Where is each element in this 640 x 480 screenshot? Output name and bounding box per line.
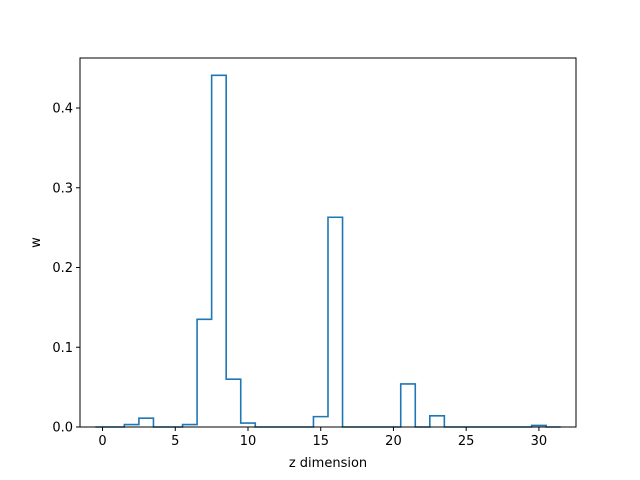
x-tick-label: 15 xyxy=(312,434,329,449)
x-tick-label: 10 xyxy=(240,434,257,449)
y-axis-ticks: 0.0 0.1 0.2 0.3 0.4 xyxy=(52,102,80,436)
x-tick-label: 5 xyxy=(171,434,179,449)
x-tick-label: 20 xyxy=(385,434,402,449)
x-tick-label: 30 xyxy=(531,434,548,449)
y-tick-label: 0.1 xyxy=(52,341,73,356)
x-axis-ticks: 0 5 10 15 20 25 30 xyxy=(98,427,547,449)
x-axis-label: z dimension xyxy=(289,456,367,471)
x-tick-label: 25 xyxy=(458,434,475,449)
y-tick-label: 0.2 xyxy=(52,261,73,276)
x-tick-label: 0 xyxy=(98,434,106,449)
y-axis-label: w xyxy=(29,237,44,248)
axes-frame xyxy=(79,57,577,428)
y-tick-label: 0.0 xyxy=(52,421,73,436)
y-tick-label: 0.4 xyxy=(52,102,73,117)
y-tick-label: 0.3 xyxy=(52,181,73,196)
